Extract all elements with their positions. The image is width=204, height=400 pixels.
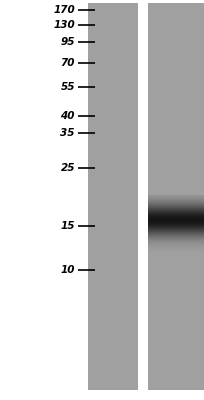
Bar bbox=[148, 211, 204, 213]
Bar bbox=[148, 225, 204, 227]
Bar bbox=[148, 230, 204, 232]
Bar bbox=[148, 205, 204, 207]
Bar bbox=[148, 223, 204, 225]
Bar bbox=[148, 207, 204, 209]
Bar bbox=[148, 253, 204, 255]
Bar bbox=[148, 219, 204, 221]
Bar bbox=[148, 248, 204, 250]
Bar bbox=[148, 197, 204, 199]
Text: 15: 15 bbox=[61, 221, 75, 231]
Bar bbox=[148, 227, 204, 229]
Bar bbox=[148, 245, 204, 247]
Bar bbox=[148, 212, 204, 214]
Bar bbox=[148, 221, 204, 223]
Bar bbox=[148, 241, 204, 243]
Bar bbox=[148, 247, 204, 249]
Bar bbox=[148, 217, 204, 219]
Bar bbox=[148, 198, 204, 200]
Text: 70: 70 bbox=[61, 58, 75, 68]
Bar bbox=[148, 213, 204, 215]
Bar bbox=[148, 196, 204, 198]
Bar bbox=[148, 252, 204, 254]
Bar bbox=[148, 206, 204, 208]
Bar bbox=[148, 234, 204, 236]
Bar bbox=[148, 240, 204, 242]
Bar bbox=[148, 242, 204, 244]
Bar bbox=[148, 243, 204, 245]
Bar bbox=[88, 3, 138, 390]
Bar bbox=[148, 218, 204, 220]
Bar bbox=[148, 3, 204, 390]
Text: 25: 25 bbox=[61, 163, 75, 173]
Text: 40: 40 bbox=[61, 111, 75, 121]
Text: 55: 55 bbox=[61, 82, 75, 92]
Text: 35: 35 bbox=[61, 128, 75, 138]
Bar bbox=[148, 239, 204, 241]
Bar bbox=[148, 200, 204, 202]
Bar bbox=[148, 214, 204, 216]
Bar bbox=[148, 244, 204, 246]
Bar bbox=[148, 246, 204, 248]
Text: 170: 170 bbox=[53, 5, 75, 15]
Bar bbox=[148, 224, 204, 226]
Bar bbox=[148, 204, 204, 206]
Bar bbox=[148, 226, 204, 228]
Bar bbox=[148, 232, 204, 234]
Bar bbox=[148, 209, 204, 211]
Bar bbox=[148, 220, 204, 222]
Bar bbox=[148, 228, 204, 230]
Bar bbox=[148, 215, 204, 217]
Bar bbox=[148, 210, 204, 212]
Bar bbox=[148, 216, 204, 218]
Bar bbox=[148, 199, 204, 201]
Bar bbox=[148, 231, 204, 233]
Text: 95: 95 bbox=[61, 37, 75, 47]
Bar bbox=[148, 202, 204, 204]
Bar bbox=[148, 250, 204, 252]
Bar bbox=[148, 235, 204, 237]
Bar bbox=[148, 237, 204, 239]
Bar bbox=[148, 238, 204, 240]
Text: 10: 10 bbox=[61, 265, 75, 275]
Bar bbox=[148, 222, 204, 224]
Bar bbox=[138, 3, 148, 390]
Bar bbox=[148, 254, 204, 256]
Bar bbox=[148, 236, 204, 238]
Bar bbox=[148, 233, 204, 235]
Bar bbox=[148, 208, 204, 210]
Bar bbox=[148, 249, 204, 251]
Bar bbox=[148, 203, 204, 205]
Bar bbox=[148, 251, 204, 253]
Bar bbox=[148, 229, 204, 231]
Text: 130: 130 bbox=[53, 20, 75, 30]
Bar bbox=[148, 201, 204, 203]
Bar bbox=[148, 195, 204, 197]
